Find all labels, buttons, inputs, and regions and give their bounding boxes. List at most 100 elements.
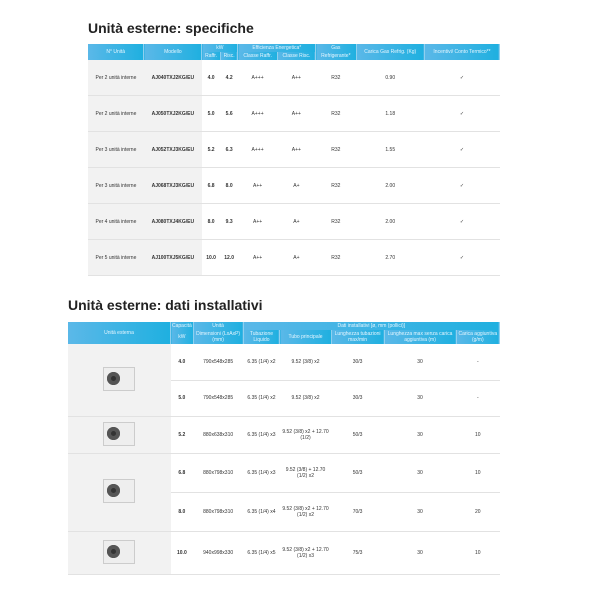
cell: 10 (456, 453, 500, 493)
cell: R32 (315, 239, 357, 276)
cell: 9.52 (3/8) x2 + 12.70 (1/2) x2 (279, 492, 332, 532)
cell: ✓ (424, 131, 500, 168)
header-capacity: Capacità (170, 322, 194, 330)
cell: A+ (277, 239, 316, 276)
header-length: Lunghezza tubazioni max/min (331, 330, 385, 344)
table-row: Per 2 unità interne AJ050TXJ2KG/EU 5.0 5.6 A… (88, 95, 500, 132)
header-incentive: Incentivi/ Conto Termico** (424, 44, 501, 60)
cell: 6.35 (1/4) x2 (243, 344, 280, 381)
cell: - (456, 344, 500, 381)
cell: ✓ (424, 239, 500, 276)
cell: 5.2 (201, 131, 221, 168)
cell: - (456, 380, 500, 417)
header-units: N° Unità (88, 44, 145, 60)
table-row: 6.8 880x798x310 6.35 (1/4) x3 9.52 (3/8) + … (68, 453, 500, 532)
cell: 4.0 (170, 344, 194, 381)
cell: AJ052TXJ3KG/EU (143, 131, 202, 168)
cell: 6.35 (1/4) x4 (243, 492, 280, 532)
cell: 880x638x310 (193, 416, 244, 454)
cell: R32 (315, 60, 357, 96)
table-row: 10.0 940x998x330 6.35 (1/4) x5 9.52 (3/8) x… (68, 531, 500, 575)
cell: 5.0 (170, 380, 194, 417)
cell: R32 (315, 167, 357, 204)
cell: 30/3 (331, 380, 384, 417)
cell: 30 (384, 492, 457, 532)
header-class-risc: Classe Risc. (277, 52, 317, 60)
cell: 12.0 (220, 239, 238, 276)
cell: Per 4 unità interne (88, 203, 144, 240)
cell: 790x548x285 (193, 344, 244, 381)
header-refr: Refrigerante* (315, 52, 357, 60)
outdoor-unit-image (68, 531, 171, 575)
cell: 790x548x285 (193, 380, 244, 417)
cell: 9.52 (3/8) x2 + 12.70 (1/2) (279, 416, 332, 454)
outdoor-unit-icon (103, 366, 136, 391)
cell: 8.0 (170, 492, 194, 532)
cell: A++ (237, 239, 278, 276)
header-charge: Carica Gas Refrig. (Kg) (356, 44, 425, 60)
install-table: Unità esterna Capacità Unità Dati instal… (68, 322, 501, 575)
cell: 30/3 (331, 344, 384, 381)
cell: R32 (315, 131, 357, 168)
header-gas: Gas (315, 44, 357, 52)
cell: 4.0 (201, 60, 221, 96)
spec-title: Unità esterne: specifiche (88, 20, 254, 36)
header-eff: Efficienza Energetica* (237, 44, 317, 52)
header-data: Dati installativi [ø, mm (pollici)] (243, 322, 501, 330)
cell: AJ080TXJ4KG/EU (143, 203, 202, 240)
cell: 880x798x310 (193, 492, 244, 532)
cell: A++ (237, 167, 278, 204)
cell: 4.2 (220, 60, 238, 96)
cell: A+++ (237, 131, 278, 168)
install-title: Unità esterne: dati installativi (68, 297, 263, 313)
cell: 9.52 (3/8) x2 (279, 380, 332, 417)
cell: Per 3 unità interne (88, 131, 144, 168)
cell: 5.2 (170, 416, 194, 454)
cell: 9.3 (220, 203, 238, 240)
cell: 5.0 (201, 95, 221, 132)
cell: 1.55 (356, 131, 425, 168)
header-outdoor: Unità esterna (68, 322, 171, 344)
cell: 8.0 (201, 203, 221, 240)
cell: 6.3 (220, 131, 238, 168)
cell: 5.6 (220, 95, 238, 132)
cell: 30 (384, 416, 457, 454)
table-row: Per 5 unità interne AJ100TXJ5KG/EU 10.0 12.… (88, 239, 500, 276)
cell: 6.35 (1/4) x2 (243, 380, 280, 417)
cell: Per 5 unità interne (88, 239, 144, 276)
cell: 880x798x310 (193, 453, 244, 493)
outdoor-unit-icon (103, 479, 136, 503)
cell: Per 2 unità interne (88, 95, 144, 132)
cell: 940x998x330 (193, 531, 244, 575)
header-kw: kW (170, 330, 194, 344)
cell: 6.35 (1/4) x3 (243, 453, 280, 493)
cell: 6.35 (1/4) x3 (243, 416, 280, 454)
cell: AJ050TXJ2KG/EU (143, 95, 202, 132)
spec-table: N° Unità Modello kW Efficienza Energetic… (88, 44, 501, 276)
header-model: Modello (143, 44, 203, 60)
cell: ✓ (424, 167, 500, 204)
cell: 8.0 (220, 167, 238, 204)
header-dims: Dimensioni (LxAxP) (mm) (193, 330, 244, 344)
cell: A++ (277, 60, 316, 96)
outdoor-unit-image (68, 453, 171, 532)
header-kw: kW (201, 44, 239, 52)
cell: AJ100TXJ5KG/EU (143, 239, 202, 276)
cell: A+++ (237, 60, 278, 96)
cell: 1.18 (356, 95, 425, 132)
header-risc: Risc. (220, 52, 239, 60)
cell: 9.52 (3/8) x2 (279, 344, 332, 381)
cell: 10.0 (170, 531, 194, 575)
cell: 10.0 (201, 239, 221, 276)
header-unit: Unità (193, 322, 244, 330)
table-row: Per 2 unità interne AJ040TXJ2KG/EU 4.0 4.2 A… (88, 60, 500, 96)
header-extra: Carica aggiuntiva (g/m) (456, 330, 501, 344)
cell: 50/3 (331, 416, 384, 454)
cell: 70/3 (331, 492, 384, 532)
cell: 10 (456, 416, 500, 454)
table-row: 5.2 880x638x310 6.35 (1/4) x3 9.52 (3/8) x2… (68, 416, 500, 454)
cell: Per 3 unità interne (88, 167, 144, 204)
cell: 9.52 (3/8) + 12.70 (1/2) x2 (279, 453, 332, 493)
cell: 2.00 (356, 203, 425, 240)
cell: A++ (277, 131, 316, 168)
